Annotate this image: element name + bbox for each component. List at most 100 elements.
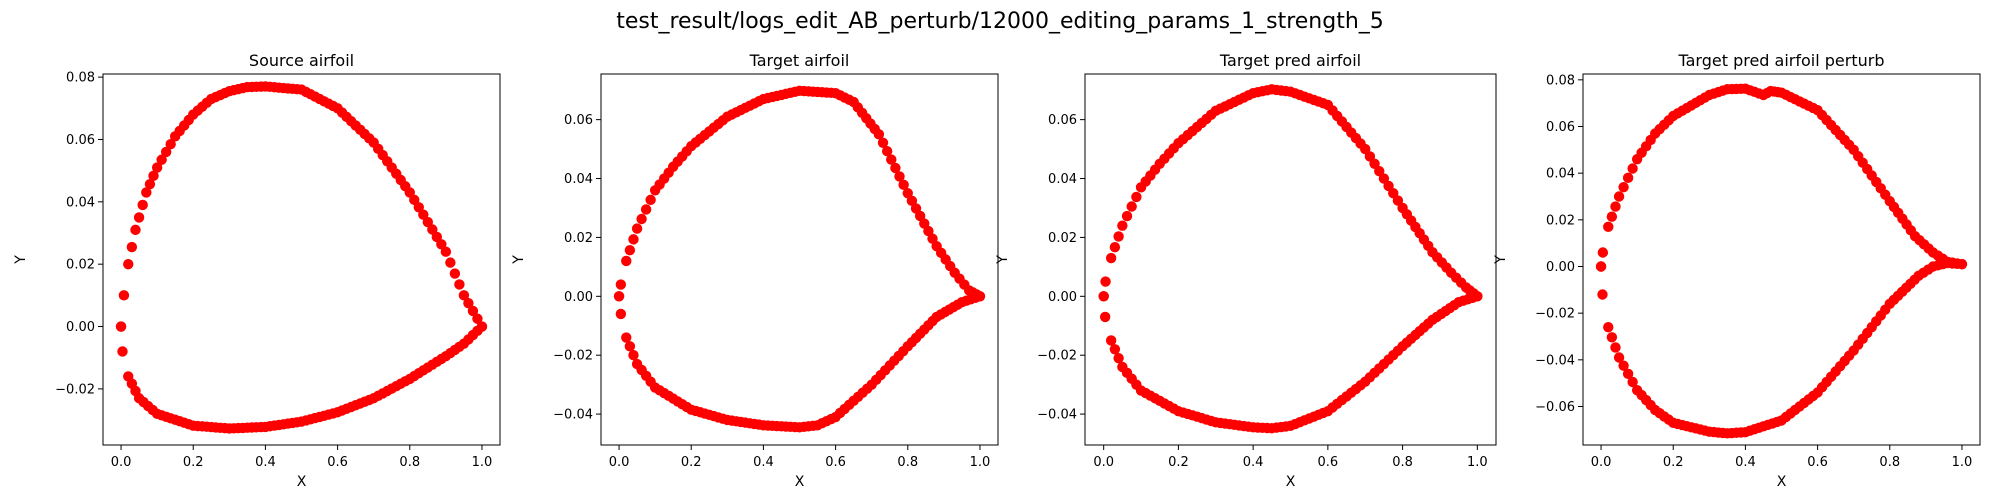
data-points	[1595, 83, 1968, 439]
x-tick-label: 0.4	[255, 455, 276, 470]
y-tick-label: 0.06	[1546, 120, 1575, 135]
x-tick-label: 0.8	[1879, 455, 1900, 470]
y-tick-label: 0.00	[1048, 290, 1077, 305]
data-point	[1606, 211, 1618, 222]
x-tick-label: 0.2	[1168, 455, 1189, 470]
data-point	[126, 241, 138, 253]
x-tick-label: 0.2	[681, 455, 702, 470]
data-point	[1603, 221, 1614, 233]
data-point	[117, 346, 128, 357]
x-tick-label: 0.0	[111, 455, 132, 470]
x-tick-label: 1.0	[1952, 455, 1973, 470]
y-tick-label: 0.08	[66, 71, 95, 86]
data-point	[898, 179, 909, 191]
data-point	[1613, 191, 1625, 202]
data-point	[137, 199, 148, 211]
data-point	[156, 154, 167, 165]
data-point	[1627, 163, 1638, 174]
x-tick-label: 0.4	[1735, 455, 1756, 470]
data-point	[645, 194, 656, 206]
data-point	[1099, 311, 1111, 323]
x-tick-label: 1.0	[970, 455, 991, 470]
data-point	[628, 349, 639, 361]
y-tick-label: 0.02	[564, 231, 593, 246]
data-point	[165, 138, 176, 150]
y-tick-label: −0.04	[553, 408, 593, 423]
y-tick-label: 0.00	[66, 320, 95, 335]
data-point	[886, 154, 897, 165]
data-point	[472, 313, 483, 324]
data-point	[1126, 201, 1137, 212]
data-point	[919, 218, 930, 229]
data-point	[881, 145, 893, 157]
data-point	[636, 213, 647, 225]
data-point	[1610, 342, 1621, 353]
data-point	[621, 332, 632, 343]
data-point	[445, 257, 456, 268]
data-point	[890, 162, 901, 174]
subplot-title: Target airfoil	[749, 51, 850, 70]
data-point	[1606, 332, 1618, 343]
data-point	[624, 244, 636, 256]
data-point	[133, 212, 145, 223]
y-tick-label: 0.06	[1048, 113, 1077, 128]
data-point	[613, 291, 625, 302]
data-point	[1113, 231, 1124, 242]
data-point	[1613, 352, 1625, 363]
y-axis-label: Y	[13, 255, 29, 265]
y-tick-label: −0.02	[553, 349, 593, 364]
data-point	[115, 321, 127, 332]
subplot-3: 0.0 0.2 0.4 0.6 0.8 1.0 −0.04 −0.02 0.00 0.02 0.04…	[995, 51, 1497, 490]
y-tick-label: −0.06	[1535, 400, 1575, 415]
data-point	[1100, 276, 1111, 287]
x-tick-label: 0.4	[1243, 455, 1264, 470]
data-point	[1618, 181, 1629, 193]
subplot-title: Source airfoil	[249, 51, 354, 70]
y-tick-label: −0.02	[1037, 349, 1077, 364]
data-points	[613, 85, 986, 433]
data-point	[449, 268, 461, 279]
x-tick-label: 1.0	[472, 455, 493, 470]
data-point	[1627, 376, 1638, 388]
x-tick-label: 0.0	[1591, 455, 1612, 470]
data-point	[621, 255, 632, 267]
x-tick-label: 0.8	[1392, 455, 1413, 470]
y-tick-label: 0.06	[66, 133, 95, 148]
data-points	[115, 81, 488, 434]
data-point	[1131, 191, 1142, 203]
data-point	[463, 297, 474, 309]
y-tick-label: 0.04	[564, 172, 593, 187]
data-point	[148, 170, 159, 182]
subplot-2: 0.0 0.2 0.4 0.6 0.8 1.0 −0.04 −0.02 0.00 0.02 0.04…	[511, 51, 999, 490]
x-tick-label: 0.6	[1807, 455, 1828, 470]
data-point	[1105, 252, 1117, 264]
data-point	[141, 187, 152, 198]
x-axis-label: X	[795, 474, 805, 490]
y-tick-label: 0.00	[1546, 260, 1575, 275]
data-point	[1135, 182, 1147, 193]
x-tick-label: 0.8	[399, 455, 420, 470]
data-point	[1109, 344, 1121, 355]
x-tick-label: 0.0	[609, 455, 630, 470]
x-axis-label: X	[1777, 474, 1787, 490]
y-tick-label: −0.04	[1535, 353, 1575, 368]
data-point	[458, 290, 470, 301]
data-point	[631, 223, 643, 234]
data-points	[1098, 84, 1483, 434]
y-tick-label: 0.04	[1048, 172, 1077, 187]
subplot-1: 0.0 0.2 0.4 0.6 0.8 1.0 −0.02 0.00 0.02 0.04 0.06 0…	[13, 51, 501, 490]
data-point	[1121, 210, 1133, 222]
y-tick-label: −0.02	[55, 382, 95, 397]
plot-frame	[1582, 73, 1981, 446]
data-point	[454, 279, 465, 290]
y-tick-label: −0.04	[1037, 408, 1077, 423]
data-point	[1603, 321, 1614, 333]
data-point	[914, 210, 926, 222]
data-point	[467, 305, 479, 317]
data-point	[1610, 201, 1621, 212]
data-point	[1622, 172, 1634, 184]
y-axis-label: Y	[995, 255, 1011, 265]
figure-title: test_result/logs_edit_AB_perturb/12000_e…	[616, 9, 1384, 34]
data-point	[902, 188, 913, 199]
